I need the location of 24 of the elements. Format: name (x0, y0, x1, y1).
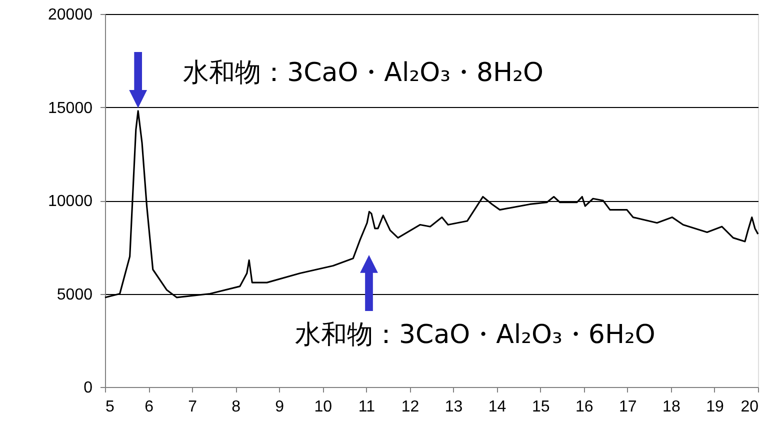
y-tick-label: 15000 (48, 100, 93, 117)
x-tick-label: 20 (740, 398, 759, 416)
x-tick-label: 16 (575, 398, 594, 416)
x-tick-label: 9 (275, 398, 284, 416)
x-tick-label: 19 (706, 398, 724, 416)
x-tick-label: 11 (358, 398, 376, 416)
x-tick-label: 12 (401, 398, 420, 416)
x-tick-label: 7 (188, 398, 198, 416)
x-tick-label: 5 (106, 398, 114, 416)
line-series (104, 110, 759, 298)
x-tick-label: 15 (532, 398, 550, 416)
x-tick-label: 10 (314, 398, 332, 416)
y-tick-label: 20000 (48, 6, 93, 24)
y-tick-label: 0 (84, 380, 93, 396)
x-tick-label: 14 (488, 398, 506, 416)
y-tick-label: 5000 (56, 286, 93, 304)
annotation: 水和物：3CaO・Al₂O₃・6H₂O (295, 320, 656, 350)
y-tick-label: 10000 (48, 193, 93, 210)
x-tick-label: 13 (444, 398, 463, 416)
annotation: 水和物：3CaO・Al₂O₃・8H₂O (183, 58, 544, 88)
x-tick-label: 18 (662, 398, 680, 416)
x-tick-label: 6 (144, 398, 154, 416)
x-tick-label: 17 (619, 398, 637, 416)
x-tick-label: 8 (232, 398, 241, 416)
